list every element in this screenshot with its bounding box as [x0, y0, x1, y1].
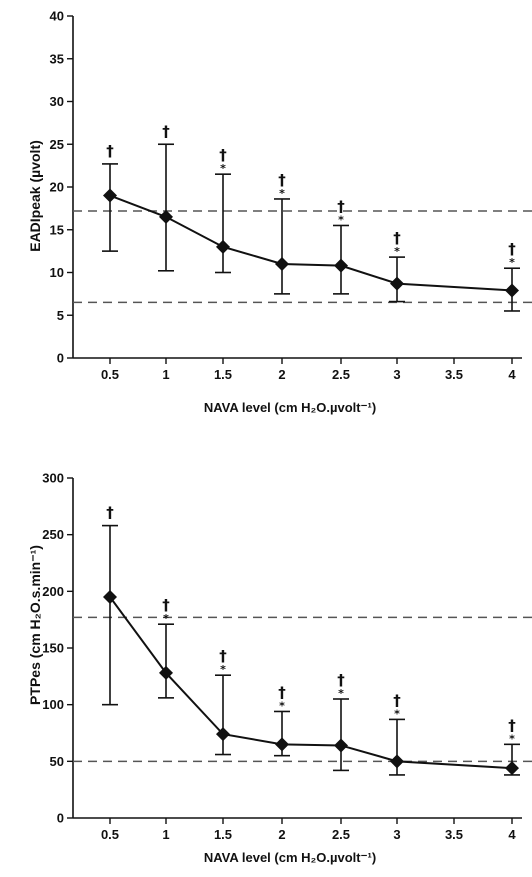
- dagger-annotation: †: [278, 683, 286, 701]
- star-annotation: *: [279, 187, 285, 200]
- y-tick-label: 5: [57, 308, 64, 323]
- dagger-annotation: †: [219, 146, 227, 164]
- data-point: [505, 283, 519, 298]
- x-tick-label: 0.5: [101, 827, 119, 842]
- dagger-annotation: †: [508, 240, 516, 258]
- data-point: [159, 665, 173, 680]
- y-tick-label: 0: [57, 811, 64, 826]
- y-tick-label: 100: [42, 697, 64, 712]
- y-tick-label: 30: [50, 94, 64, 109]
- ptpes-panel: PTPes (cm H₂O.s.min⁻¹) NAVA level (cm H₂…: [27, 471, 532, 865]
- y-tick-label: 10: [50, 265, 64, 280]
- x-tick-label: 3.5: [445, 367, 463, 382]
- dagger-annotation: †: [162, 596, 170, 614]
- x-tick-label: 0.5: [101, 367, 119, 382]
- x-tick-label: 2: [278, 827, 285, 842]
- x-tick-label: 4: [508, 367, 516, 382]
- data-point: [216, 239, 230, 254]
- data-point: [505, 761, 519, 776]
- y-tick-label: 50: [50, 754, 64, 769]
- x-tick-label: 2: [278, 367, 285, 382]
- dagger-annotation: †: [337, 671, 345, 689]
- x-axis-label: NAVA level (cm H₂O.µvolt⁻¹): [204, 850, 376, 865]
- star-annotation: *: [338, 213, 344, 226]
- x-tick-label: 2.5: [332, 827, 350, 842]
- x-axis-label: NAVA level (cm H₂O.µvolt⁻¹): [204, 400, 376, 415]
- y-tick-label: 15: [50, 222, 64, 237]
- series-line: [109, 596, 513, 770]
- y-tick-label: 20: [50, 180, 64, 195]
- dagger-annotation: †: [508, 716, 516, 734]
- data-point: [216, 727, 230, 742]
- y-tick-label: 0: [57, 351, 64, 366]
- dagger-annotation: †: [278, 171, 286, 189]
- x-tick-label: 1: [162, 367, 169, 382]
- star-annotation: *: [509, 732, 515, 745]
- dagger-annotation: †: [219, 647, 227, 665]
- x-tick-label: 3: [393, 367, 400, 382]
- data-point: [390, 754, 404, 769]
- star-annotation: *: [509, 256, 515, 269]
- star-annotation: *: [394, 707, 400, 720]
- dagger-annotation: †: [162, 122, 170, 140]
- dagger-annotation: †: [106, 142, 114, 160]
- y-tick-label: 40: [50, 9, 64, 24]
- data-point: [103, 188, 117, 203]
- dagger-annotation: †: [393, 229, 401, 247]
- x-tick-label: 2.5: [332, 367, 350, 382]
- star-annotation: *: [163, 612, 169, 625]
- star-annotation: *: [279, 699, 285, 712]
- x-tick-label: 3.5: [445, 827, 463, 842]
- y-axis-label: EADIpeak (µvolt): [27, 140, 43, 252]
- y-tick-label: 200: [42, 584, 64, 599]
- x-tick-label: 1.5: [214, 367, 232, 382]
- x-tick-label: 1: [162, 827, 169, 842]
- y-tick-label: 300: [42, 471, 64, 486]
- dagger-annotation: †: [337, 197, 345, 215]
- dagger-annotation: †: [106, 504, 114, 522]
- data-point: [334, 738, 348, 753]
- data-point: [159, 209, 173, 224]
- star-annotation: *: [220, 162, 226, 175]
- dagger-annotation: †: [393, 691, 401, 709]
- data-point: [275, 256, 289, 271]
- data-point: [334, 258, 348, 273]
- y-tick-label: 250: [42, 527, 64, 542]
- series-line: [109, 194, 513, 292]
- x-tick-label: 4: [508, 827, 516, 842]
- star-annotation: *: [338, 687, 344, 700]
- x-tick-label: 3: [393, 827, 400, 842]
- star-annotation: *: [394, 245, 400, 258]
- y-tick-label: 35: [50, 51, 64, 66]
- y-axis-label: PTPes (cm H₂O.s.min⁻¹): [27, 545, 43, 705]
- star-annotation: *: [220, 663, 226, 676]
- data-point: [390, 276, 404, 291]
- data-point: [103, 590, 117, 604]
- eadi-peak-panel: EADIpeak (µvolt) NAVA level (cm H₂O.µvol…: [27, 9, 532, 415]
- y-tick-label: 150: [42, 641, 64, 656]
- y-tick-label: 25: [50, 137, 64, 152]
- x-tick-label: 1.5: [214, 827, 232, 842]
- data-point: [275, 737, 289, 752]
